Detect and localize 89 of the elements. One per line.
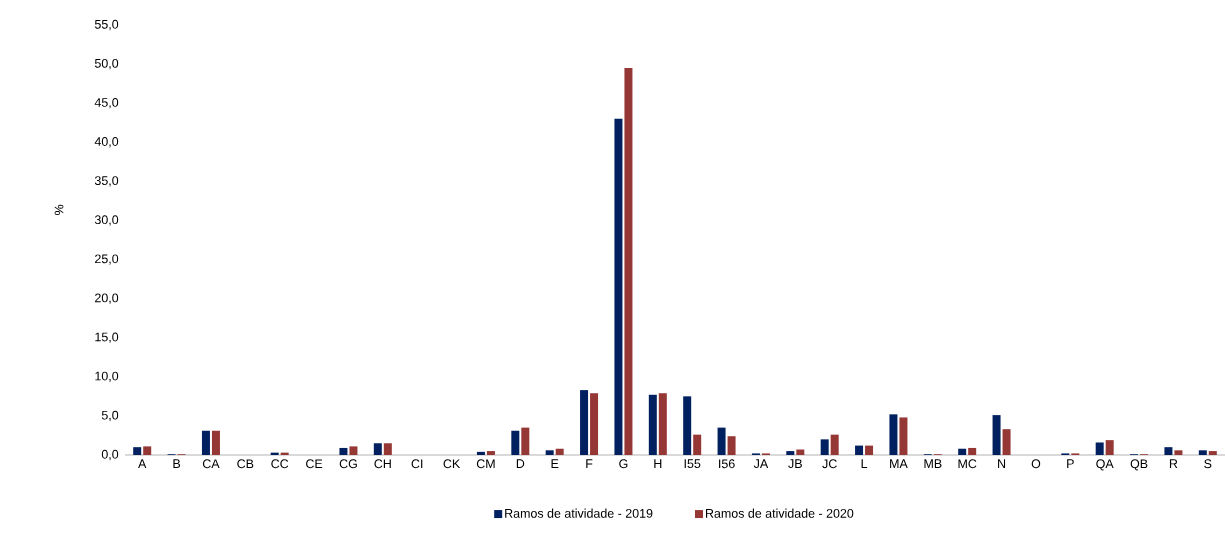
bar <box>383 443 392 455</box>
x-tick-label: S <box>1204 459 1212 469</box>
y-tick-label: 20,0 <box>95 293 119 304</box>
bar <box>1095 442 1104 455</box>
x-tick-label: O <box>1031 459 1041 469</box>
bar <box>958 448 967 455</box>
bar <box>648 394 657 455</box>
bar <box>786 451 795 455</box>
y-tick-label: 35,0 <box>94 176 119 187</box>
bar <box>855 445 864 455</box>
bar <box>349 446 358 455</box>
bar <box>580 390 589 455</box>
x-tick-label: D <box>516 459 525 468</box>
x-tick-label: CK <box>443 459 461 469</box>
bar <box>1208 451 1217 455</box>
x-tick-label: B <box>173 459 181 468</box>
x-tick-label: JC <box>822 459 837 469</box>
x-tick-label: CM <box>476 459 495 469</box>
x-tick-label: MB <box>924 459 942 468</box>
bar <box>201 430 210 455</box>
bar <box>899 417 908 455</box>
bar <box>717 427 726 455</box>
x-tick-label: H <box>654 459 662 468</box>
x-tick-label: N <box>998 459 1006 468</box>
bar <box>865 445 874 455</box>
bar <box>511 430 520 455</box>
bar <box>476 451 485 455</box>
x-tick-label: QA <box>1096 459 1114 471</box>
y-tick-label: 15,0 <box>95 332 119 343</box>
bar <box>624 67 633 455</box>
x-tick-label: MC <box>958 459 977 469</box>
x-tick-label: P <box>1067 459 1074 468</box>
bar <box>1105 440 1114 455</box>
x-tick-label: CA <box>202 459 220 469</box>
x-tick-label: R <box>1169 459 1178 468</box>
x-tick-label: I56 <box>719 459 735 469</box>
x-tick-label: CG <box>339 459 357 469</box>
y-tick-label: 10,0 <box>95 371 119 382</box>
y-tick-label: 45,0 <box>94 98 119 109</box>
bar <box>796 449 805 455</box>
bar <box>1164 447 1173 455</box>
x-tick-label: CH <box>374 459 391 469</box>
x-tick-label: F <box>586 459 593 468</box>
y-tick-label: 25,0 <box>95 254 119 265</box>
y-tick-label: 40,0 <box>94 137 119 148</box>
x-tick-label: I55 <box>684 459 701 469</box>
bar <box>373 443 382 455</box>
x-tick-label: JB <box>788 459 802 469</box>
legend-label: Ramos de atividade - 2020 <box>706 508 854 518</box>
y-tick-label: 50,0 <box>94 58 119 70</box>
x-tick-label: JA <box>753 459 769 469</box>
bar <box>1198 450 1207 455</box>
bar <box>1174 450 1183 455</box>
bar <box>693 434 702 455</box>
bar <box>683 396 692 455</box>
x-tick-label: MA <box>890 459 908 468</box>
x-tick-label: E <box>551 459 559 468</box>
x-tick-label: G <box>619 459 628 469</box>
x-tick-label: A <box>138 459 147 468</box>
bar <box>211 430 220 455</box>
bar <box>614 118 623 455</box>
bar <box>727 436 736 455</box>
bar <box>143 446 152 455</box>
bar <box>590 393 599 455</box>
bar <box>658 393 667 455</box>
y-tick-label: 55,0 <box>94 19 119 31</box>
y-tick-label: 0,0 <box>101 449 119 461</box>
bar <box>486 451 495 455</box>
x-tick-label: CI <box>411 459 423 469</box>
bar <box>1002 429 1011 455</box>
x-tick-label: L <box>861 459 868 468</box>
x-tick-label: CE <box>306 459 323 469</box>
bar <box>339 447 348 455</box>
x-tick-label: CB <box>237 459 254 469</box>
bar <box>889 414 898 455</box>
bar <box>133 447 142 455</box>
y-tick-label: 30,0 <box>94 215 119 226</box>
legend-label: Ramos de atividade - 2019 <box>505 508 653 518</box>
x-tick-label: CC <box>271 459 289 469</box>
bar <box>555 448 564 455</box>
bar <box>968 447 977 455</box>
x-tick-label: QB <box>1130 459 1148 471</box>
bar <box>521 427 530 455</box>
y-axis-title: % <box>54 204 64 215</box>
bar <box>992 415 1001 455</box>
bar <box>820 439 829 455</box>
y-tick-label: 5,0 <box>101 410 119 422</box>
bar <box>545 450 554 455</box>
bar <box>830 434 839 455</box>
